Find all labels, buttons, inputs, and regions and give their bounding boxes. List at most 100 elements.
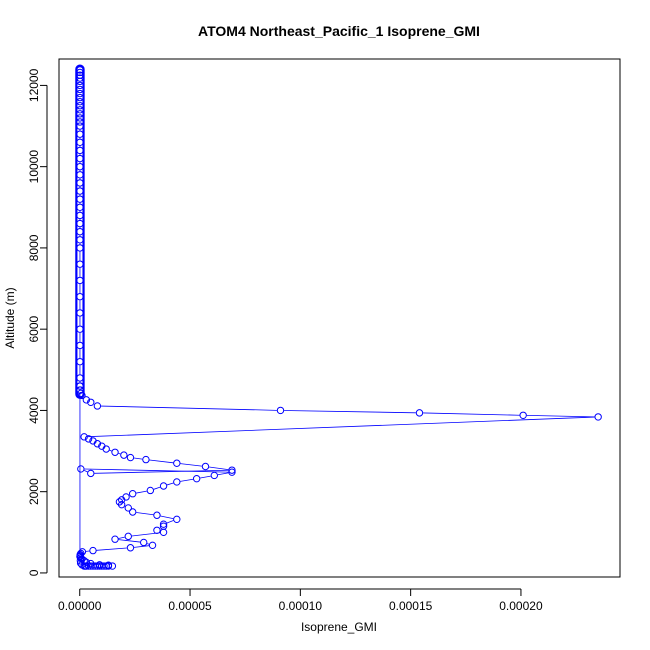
data-point: [89, 437, 97, 445]
data-point: [76, 106, 84, 114]
y-tick-label: 8000: [27, 234, 41, 261]
data-point: [76, 187, 84, 195]
data-point: [111, 535, 119, 543]
data-point: [415, 409, 424, 417]
data-point: [76, 276, 84, 285]
data-point: [76, 138, 84, 146]
data-point: [76, 309, 84, 317]
data-point: [100, 562, 108, 570]
data-point: [98, 442, 106, 450]
data-point: [76, 114, 84, 122]
y-tick-label: 0: [27, 569, 41, 576]
data-point: [228, 468, 236, 476]
series-segment: [160, 515, 174, 519]
y-tick-label: 12000: [27, 68, 41, 102]
data-point: [159, 482, 168, 490]
series-segment: [166, 520, 174, 524]
series-segment: [87, 416, 595, 438]
series-segment: [96, 547, 127, 551]
data-point: [76, 81, 84, 90]
data-point: [115, 498, 124, 506]
data-point: [159, 522, 168, 530]
data-point: [108, 562, 117, 570]
data-point: [173, 459, 181, 467]
data-point: [95, 561, 104, 569]
series-segment: [180, 478, 194, 482]
series-segment: [423, 412, 520, 416]
series-segment: [136, 512, 154, 516]
series-segment: [136, 490, 147, 494]
data-point: [120, 451, 128, 459]
series-segment: [180, 463, 202, 467]
data-point: [76, 236, 84, 244]
data-point: [76, 146, 84, 155]
data-point: [76, 110, 84, 118]
data-point: [76, 93, 84, 102]
data-point: [76, 260, 84, 268]
data-point: [84, 435, 93, 443]
series-segment: [83, 470, 88, 473]
data-point: [142, 455, 150, 464]
data-point: [126, 453, 135, 462]
data-point: [87, 559, 95, 568]
data-point: [148, 541, 157, 550]
data-point: [104, 561, 113, 569]
data-point: [76, 74, 84, 82]
data-point: [122, 493, 130, 501]
data-point: [76, 203, 84, 211]
y-axis-label: Altitude (m): [3, 287, 17, 348]
chart-title: ATOM4 Northeast_Pacific_1 Isoprene_GMI: [198, 23, 480, 39]
x-tick-label: 0.00005: [168, 599, 212, 613]
data-point: [87, 398, 95, 407]
series-layer: [75, 64, 602, 570]
data-point: [77, 465, 85, 473]
series-segment: [118, 452, 121, 455]
data-point: [126, 544, 135, 552]
data-point: [146, 486, 155, 495]
y-tick-label: 10000: [27, 150, 41, 184]
data-point: [519, 411, 527, 420]
data-point: [89, 546, 97, 555]
data-point: [76, 130, 84, 138]
data-point: [76, 325, 84, 333]
data-point: [76, 357, 84, 366]
series-segment: [94, 469, 229, 474]
data-point: [192, 474, 201, 483]
data-point: [76, 341, 84, 350]
data-point: [140, 538, 148, 547]
series-segment: [149, 459, 174, 464]
series-segment: [526, 414, 595, 418]
data-point: [76, 154, 84, 163]
data-point: [76, 211, 84, 220]
data-point: [153, 526, 161, 534]
series-segment: [166, 482, 174, 486]
data-point: [77, 389, 85, 398]
y-tick-label: 2000: [27, 478, 41, 505]
data-point: [128, 490, 137, 498]
data-point: [76, 171, 84, 179]
x-tick-label: 0.00010: [279, 599, 323, 613]
series-segment: [109, 449, 112, 452]
data-point: [76, 162, 84, 171]
x-axis-label: Isoprene_GMI: [301, 620, 377, 634]
x-axis: 0.00000 0.00005 0.00010 0.00015 0.00020: [58, 588, 543, 613]
y-tick-label: 6000: [27, 316, 41, 343]
data-point: [173, 478, 181, 486]
series-segment: [147, 543, 150, 545]
data-point: [76, 195, 84, 203]
x-tick-label: 0.00020: [499, 599, 543, 613]
series-segment: [84, 468, 229, 473]
data-point: [153, 511, 161, 519]
series-segment: [217, 472, 229, 476]
series-segment: [208, 466, 229, 471]
data-point: [76, 219, 84, 228]
data-point: [173, 515, 181, 524]
data-point: [76, 227, 84, 236]
data-point: [76, 244, 84, 252]
data-point: [76, 68, 84, 77]
data-point: [76, 122, 84, 130]
series-segment: [153, 486, 161, 490]
data-point: [76, 118, 84, 126]
data-point: [80, 433, 88, 441]
